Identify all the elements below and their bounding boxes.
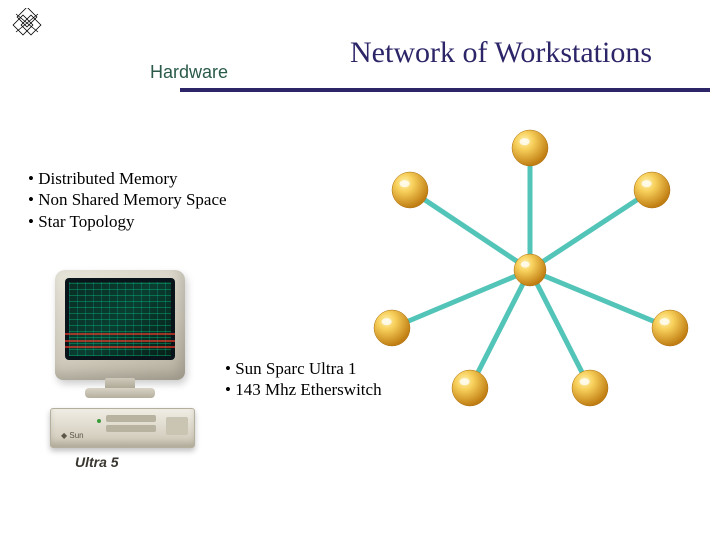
star-topology-diagram [370,120,690,440]
list-item: • Distributed Memory [28,168,227,189]
workstation-image: ◆ Sun Ultra 5 [30,270,210,470]
cpu-box-icon: ◆ Sun [50,408,195,448]
brand-label: ◆ Sun [61,431,84,440]
list-item: • Non Shared Memory Space [28,189,227,210]
corner-logo-icon [12,8,42,43]
model-label: Ultra 5 [75,454,119,470]
list-item: • 143 Mhz Etherswitch [225,379,382,400]
monitor-icon [55,270,185,380]
list-item: • Star Topology [28,211,227,232]
section-subtitle: Hardware [150,62,228,83]
feature-bullets: • Distributed Memory • Non Shared Memory… [28,168,227,232]
page-title: Network of Workstations [350,36,652,70]
spec-bullets: • Sun Sparc Ultra 1 • 143 Mhz Etherswitc… [225,358,382,401]
list-item: • Sun Sparc Ultra 1 [225,358,382,379]
title-underline [180,88,710,92]
